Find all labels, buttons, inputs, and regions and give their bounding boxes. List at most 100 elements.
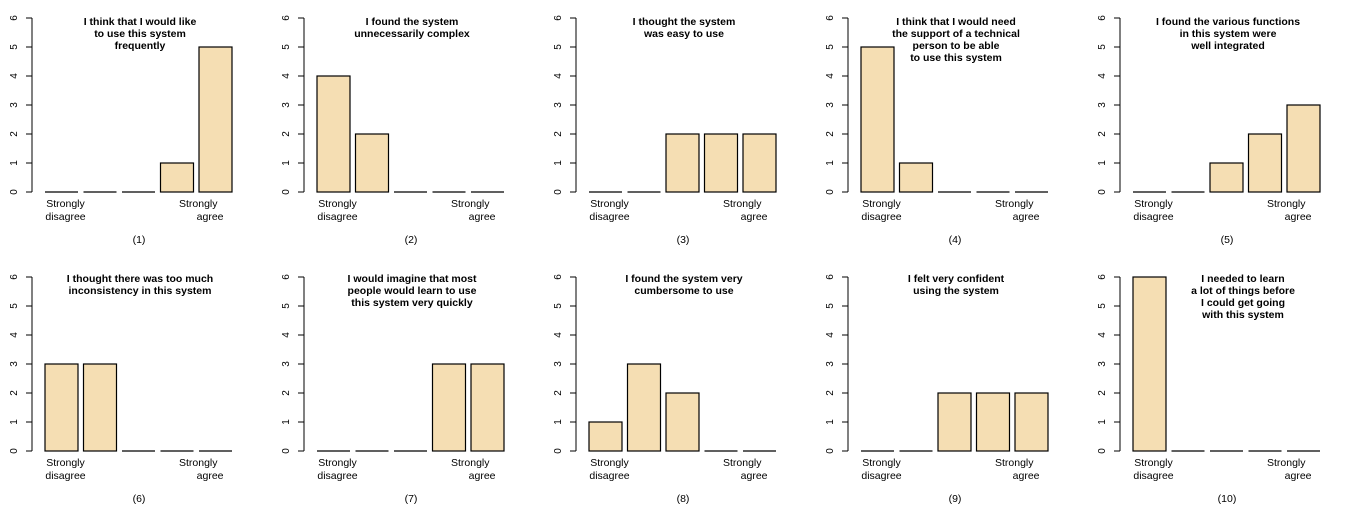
bar (1132, 276, 1167, 452)
y-tick-label: 6 (281, 274, 292, 280)
chart-panel: 0 1 2 3 4 5 6 Strongly disagree Strongly agree (4) I… (816, 0, 1088, 259)
bar (82, 363, 118, 452)
bar (665, 392, 700, 452)
bar-chart-svg: 0 1 2 3 4 5 6 Strongly disagree Strongly agree (2) (281, 15, 504, 246)
bar (1286, 104, 1321, 193)
y-tick-label: 5 (825, 303, 836, 309)
y-tick-label: 4 (1097, 332, 1108, 338)
y-tick-label: 6 (281, 15, 292, 21)
x-label-right: Strongly agree (723, 457, 768, 482)
chart-title: I felt very confident using the system (907, 273, 1005, 297)
y-tick-label: 3 (553, 102, 564, 108)
chart-panel: 0 1 2 3 4 5 6 Strongly disagree Strongly agree (5) I… (1088, 0, 1360, 259)
y-tick-label: 6 (825, 15, 836, 21)
chart-title: I thought the system was easy to use (632, 16, 736, 40)
chart-panel: 0 1 2 3 4 5 6 Strongly disagree Strongly agree (2) I… (272, 0, 544, 259)
panel-index-label: (4) (949, 234, 962, 246)
y-tick-label: 1 (825, 419, 836, 425)
panel-index-label: (5) (1221, 234, 1234, 246)
bar-chart-svg: 0 1 2 3 4 5 6 Strongly disagree Strongly agree (10) (1097, 274, 1320, 505)
bar (316, 75, 351, 193)
y-tick-label: 5 (553, 303, 564, 309)
bar (159, 162, 195, 193)
bar (198, 46, 233, 193)
y-tick-label: 0 (9, 448, 20, 454)
y-tick-label: 0 (553, 448, 564, 454)
bar (470, 363, 505, 452)
bar-chart-svg: 0 1 2 3 4 5 6 Strongly disagree Strongly agree (8) (553, 274, 776, 505)
panel-index-label: (8) (677, 493, 690, 505)
y-tick-label: 2 (281, 390, 292, 396)
y-tick-label: 2 (825, 390, 836, 396)
bar (860, 46, 895, 193)
y-tick-label: 0 (281, 189, 292, 195)
x-label-right: Strongly agree (451, 457, 496, 482)
y-tick-label: 6 (553, 274, 564, 280)
panel-index-label: (9) (949, 493, 962, 505)
bar-chart-svg: 0 1 2 3 4 5 6 Strongly disagree Strongly agree (4) (825, 15, 1048, 246)
y-tick-label: 4 (825, 73, 836, 79)
y-tick-label: 1 (1097, 419, 1108, 425)
bar-chart-svg: 0 1 2 3 4 5 6 Strongly disagree Strongly agree (1) (9, 15, 233, 246)
y-tick-label: 6 (9, 274, 20, 280)
y-tick-label: 4 (281, 73, 292, 79)
bar (703, 133, 739, 193)
y-tick-label: 3 (281, 361, 292, 367)
y-tick-label: 1 (9, 160, 20, 166)
bar-chart-svg: 0 1 2 3 4 5 6 Strongly disagree Strongly agree (9) (825, 274, 1049, 505)
chart-title: I found the system very cumbersome to us… (625, 273, 743, 297)
bar-chart-svg: 0 1 2 3 4 5 6 Strongly disagree Strongly agree (3) (553, 15, 777, 246)
x-label-right: Strongly agree (451, 198, 496, 223)
bar (1247, 133, 1283, 193)
y-tick-label: 3 (281, 102, 292, 108)
y-tick-label: 1 (281, 419, 292, 425)
x-label-left: Strongly disagree (317, 457, 357, 482)
y-tick-label: 5 (281, 44, 292, 50)
x-label-left: Strongly disagree (861, 457, 901, 482)
x-label-right: Strongly agree (1267, 457, 1312, 482)
chart-panel: 0 1 2 3 4 5 6 Strongly disagree Strongly agree (9) I… (816, 259, 1088, 518)
y-tick-label: 5 (1097, 44, 1108, 50)
y-tick-label: 3 (825, 102, 836, 108)
y-tick-label: 5 (9, 44, 20, 50)
y-tick-label: 4 (9, 332, 20, 338)
y-tick-label: 2 (553, 390, 564, 396)
bar (44, 363, 79, 452)
x-label-right: Strongly agree (995, 457, 1040, 482)
y-tick-label: 1 (1097, 160, 1108, 166)
bar (937, 392, 972, 452)
y-tick-label: 2 (553, 131, 564, 137)
y-tick-label: 3 (553, 361, 564, 367)
y-tick-label: 3 (1097, 361, 1108, 367)
bar (898, 162, 934, 193)
y-tick-label: 1 (825, 160, 836, 166)
y-tick-label: 6 (1097, 15, 1108, 21)
bar (1014, 392, 1049, 452)
y-tick-label: 2 (9, 131, 20, 137)
chart-title: I needed to learn a lot of things before… (1191, 273, 1295, 321)
y-tick-label: 0 (9, 189, 20, 195)
y-tick-label: 0 (1097, 189, 1108, 195)
chart-title: I found the system unnecessarily complex (354, 16, 470, 40)
bar-chart-svg: 0 1 2 3 4 5 6 Strongly disagree Strongly agree (5) (1097, 15, 1321, 246)
chart-title: I thought there was too much inconsisten… (66, 273, 214, 297)
bar (588, 421, 623, 452)
y-tick-label: 6 (553, 15, 564, 21)
y-tick-label: 4 (1097, 73, 1108, 79)
y-tick-label: 6 (825, 274, 836, 280)
panel-index-label: (6) (133, 493, 146, 505)
y-tick-label: 3 (9, 361, 20, 367)
panel-index-label: (3) (677, 234, 690, 246)
x-label-right: Strongly agree (179, 457, 224, 482)
x-label-right: Strongly agree (723, 198, 768, 223)
y-tick-label: 3 (9, 102, 20, 108)
panel-index-label: (10) (1218, 493, 1237, 505)
bar (665, 133, 700, 193)
y-tick-label: 5 (825, 44, 836, 50)
chart-panel: 0 1 2 3 4 5 6 Strongly disagree Strongly agree (8) I… (544, 259, 816, 518)
x-label-right: Strongly agree (179, 198, 224, 223)
y-tick-label: 1 (553, 160, 564, 166)
y-tick-label: 2 (825, 131, 836, 137)
panel-index-label: (1) (133, 234, 146, 246)
